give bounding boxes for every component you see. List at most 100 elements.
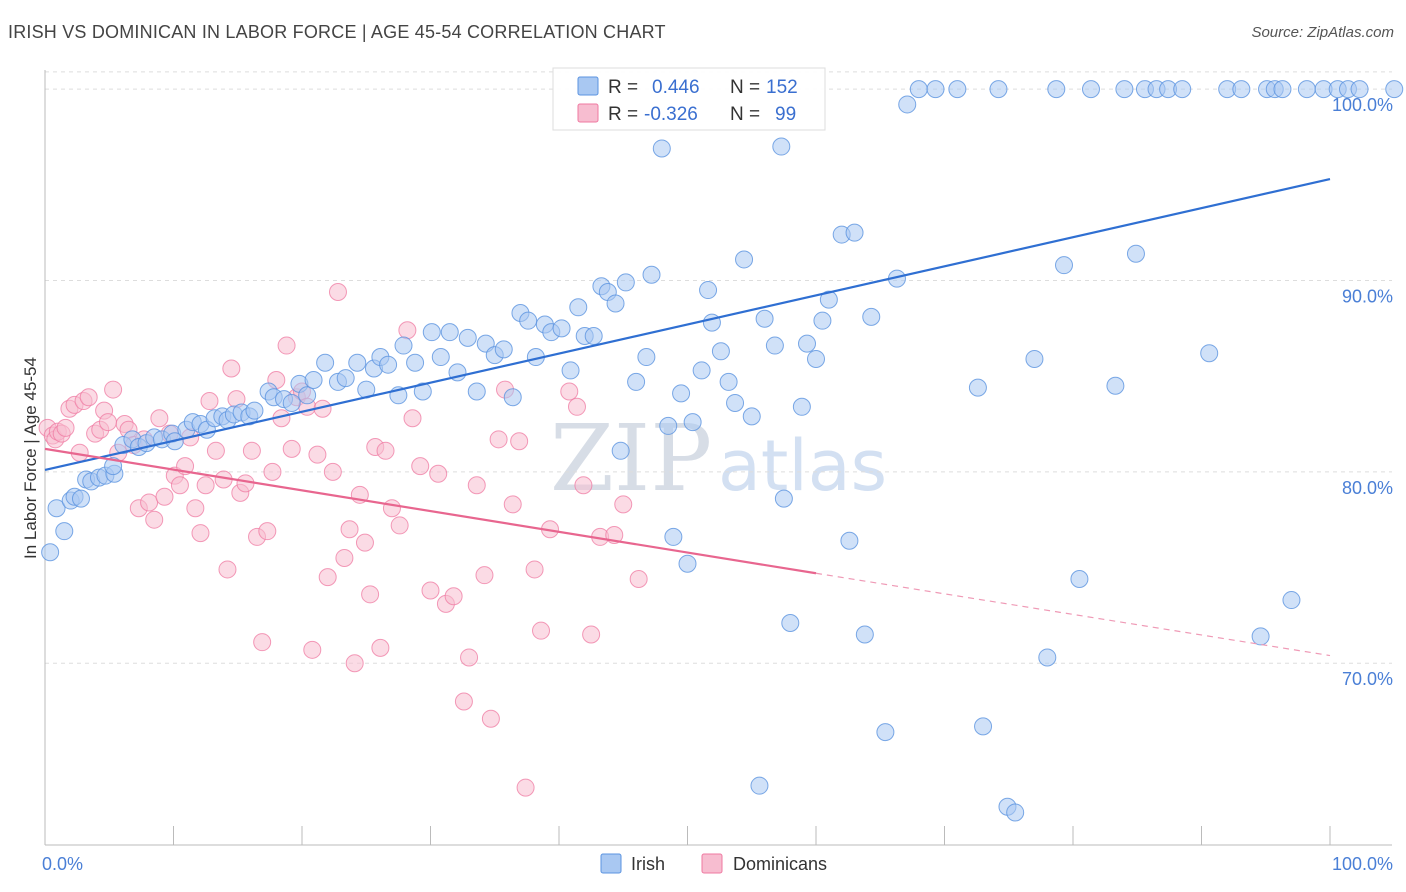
irish-point	[1106, 376, 1125, 395]
irish-point	[584, 326, 603, 345]
irish-point	[561, 361, 580, 380]
irish-point	[467, 382, 486, 401]
irish-point	[1200, 344, 1219, 363]
dominican-point	[629, 570, 648, 589]
dominican-point	[191, 524, 210, 543]
irish-point	[765, 336, 784, 355]
irish-point	[611, 441, 630, 460]
dominican-point	[222, 359, 241, 378]
irish-point	[840, 531, 859, 550]
irish-point	[552, 319, 571, 338]
irish-point	[316, 353, 335, 372]
irish-point	[968, 378, 987, 397]
dominican-point	[345, 654, 364, 673]
dominican-point	[421, 581, 440, 600]
dominican-point	[318, 568, 337, 587]
irish-r-value: 0.446	[652, 77, 700, 98]
dominican-point	[503, 495, 522, 514]
irish-point	[1081, 80, 1100, 99]
irish-point	[348, 353, 367, 372]
irish-point	[726, 393, 745, 412]
irish-point	[876, 723, 895, 742]
irish-point	[845, 223, 864, 242]
irish-point	[862, 307, 881, 326]
source-label: Source: ZipAtlas.com	[1251, 24, 1394, 41]
dominican-point	[567, 397, 586, 416]
dominican-point	[467, 476, 486, 495]
dominican-point	[328, 282, 347, 301]
y-tick-label: 70.0%	[1342, 669, 1393, 689]
dominican-point	[614, 495, 633, 514]
irish-point	[104, 457, 123, 476]
dominican-point	[371, 638, 390, 657]
irish-point	[664, 527, 683, 546]
dominican-point	[361, 585, 380, 604]
irish-r-label: R =	[608, 77, 638, 98]
stats-legend: R = 0.446 N = 152 R = -0.326 N = 99	[552, 67, 826, 131]
irish-n-value: 152	[766, 77, 798, 98]
dominican-point	[444, 587, 463, 606]
irish-point	[683, 413, 702, 432]
legend-dominican-swatch	[701, 853, 723, 874]
dominican-swatch	[577, 103, 599, 123]
dominican-point	[145, 510, 164, 529]
irish-point	[948, 80, 967, 99]
irish-point	[1232, 80, 1251, 99]
irish-point	[774, 489, 793, 508]
trend-lines	[44, 178, 1331, 657]
dominican-point	[411, 457, 430, 476]
irish-point	[298, 386, 317, 405]
irish-point	[336, 369, 355, 388]
irish-point	[699, 281, 718, 300]
dominican-point	[454, 692, 473, 711]
legend-irish-label: Irish	[631, 854, 665, 874]
dominican-points	[38, 282, 648, 797]
dominican-point	[516, 778, 535, 797]
irish-point	[735, 250, 754, 269]
dominican-point	[236, 474, 255, 493]
irish-trend-line	[44, 178, 1331, 472]
dominican-n-value: 99	[775, 104, 796, 125]
irish-point	[569, 298, 588, 317]
irish-point	[819, 290, 838, 309]
irish-point	[379, 355, 398, 374]
irish-point	[1047, 80, 1066, 99]
dominican-point	[104, 380, 123, 399]
irish-point	[792, 397, 811, 416]
dominican-point	[525, 560, 544, 579]
dominican-point	[140, 493, 159, 512]
irish-point	[926, 80, 945, 99]
axes	[44, 70, 1392, 846]
irish-point	[855, 625, 874, 644]
irish-point	[431, 348, 450, 367]
dominican-point	[258, 522, 277, 541]
irish-point	[1126, 244, 1145, 263]
irish-point	[974, 717, 993, 736]
bottom-legend: Irish Dominicans	[600, 853, 827, 874]
grid-lines	[45, 71, 1392, 664]
dominican-point	[277, 336, 296, 355]
irish-point	[742, 407, 761, 426]
dominican-point	[355, 533, 374, 552]
dominican-n-label: N =	[730, 104, 760, 125]
irish-point	[519, 311, 538, 330]
irish-point	[672, 384, 691, 403]
dominican-point	[303, 640, 322, 659]
irish-point	[413, 382, 432, 401]
dominican-point	[398, 321, 417, 340]
y-axis-label: In Labor Force | Age 45-54	[21, 357, 40, 559]
dominican-point	[429, 464, 448, 483]
irish-points	[41, 80, 1404, 822]
irish-point	[750, 776, 769, 795]
irish-point	[41, 543, 60, 562]
irish-point	[1350, 80, 1369, 99]
y-tick-label: 90.0%	[1342, 286, 1393, 306]
irish-point	[1055, 256, 1074, 275]
irish-point	[711, 342, 730, 361]
chart-title: IRISH VS DOMINICAN IN LABOR FORCE | AGE …	[8, 22, 666, 42]
dominican-trend-extension	[815, 572, 1331, 657]
dominican-point	[98, 413, 117, 432]
y-tick-label: 100.0%	[1332, 95, 1393, 115]
dominican-point	[574, 476, 593, 495]
